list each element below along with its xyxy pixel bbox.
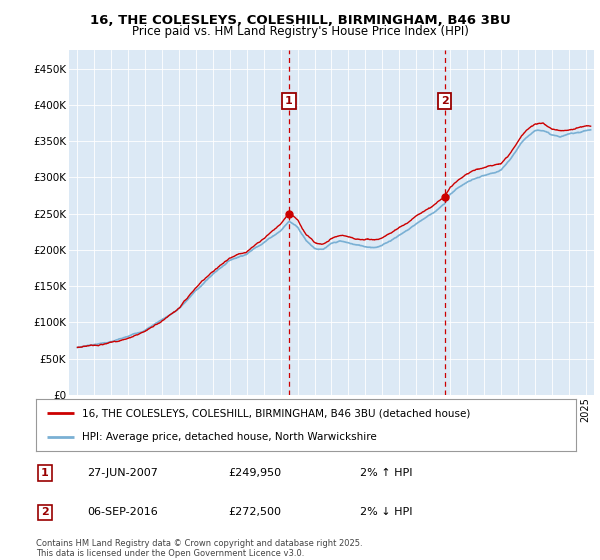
Text: 2% ↑ HPI: 2% ↑ HPI [360,468,413,478]
Text: 2: 2 [441,96,449,106]
Text: £272,500: £272,500 [228,507,281,517]
Text: Contains HM Land Registry data © Crown copyright and database right 2025.: Contains HM Land Registry data © Crown c… [36,539,362,548]
Text: 1: 1 [285,96,293,106]
Text: 1: 1 [41,468,49,478]
Text: 16, THE COLESLEYS, COLESHILL, BIRMINGHAM, B46 3BU (detached house): 16, THE COLESLEYS, COLESHILL, BIRMINGHAM… [82,408,470,418]
Text: Price paid vs. HM Land Registry's House Price Index (HPI): Price paid vs. HM Land Registry's House … [131,25,469,38]
Text: HPI: Average price, detached house, North Warwickshire: HPI: Average price, detached house, Nort… [82,432,377,442]
Text: 27-JUN-2007: 27-JUN-2007 [87,468,158,478]
Text: 2% ↓ HPI: 2% ↓ HPI [360,507,413,517]
Text: 16, THE COLESLEYS, COLESHILL, BIRMINGHAM, B46 3BU: 16, THE COLESLEYS, COLESHILL, BIRMINGHAM… [89,14,511,27]
Text: This data is licensed under the Open Government Licence v3.0.: This data is licensed under the Open Gov… [36,549,304,558]
Text: 06-SEP-2016: 06-SEP-2016 [87,507,158,517]
Text: 2: 2 [41,507,49,517]
Text: £249,950: £249,950 [228,468,281,478]
